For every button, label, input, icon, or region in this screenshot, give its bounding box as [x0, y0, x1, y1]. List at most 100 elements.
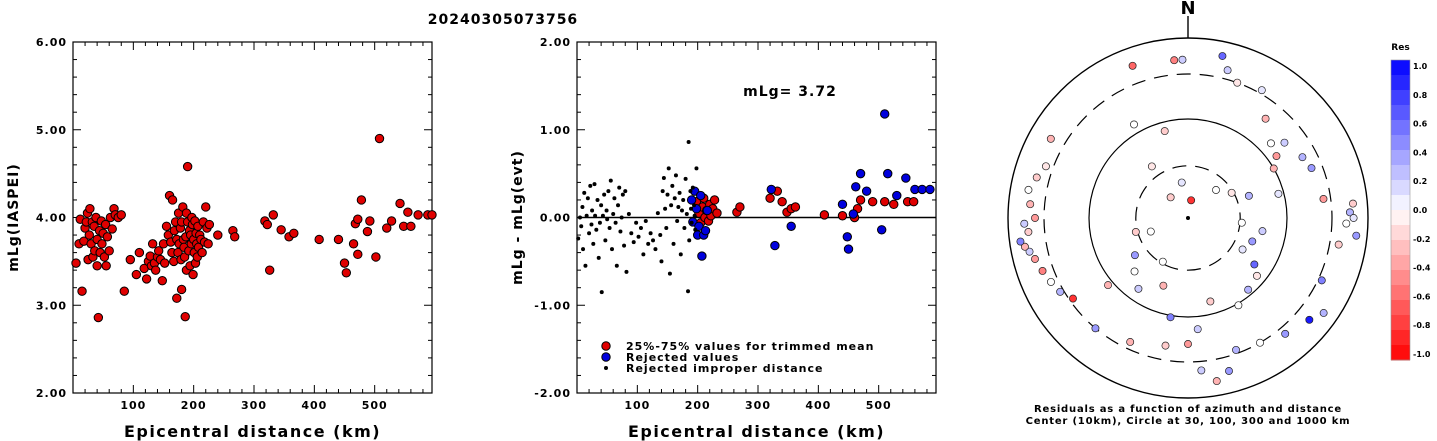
data-point: [582, 190, 587, 195]
data-point: [589, 222, 594, 227]
data-point: [925, 184, 935, 195]
data-point: [262, 219, 272, 230]
data-point: [683, 176, 688, 181]
data-point: [636, 234, 641, 239]
data-point: [880, 197, 890, 207]
residual-point: [1258, 227, 1267, 236]
x-tick-label: 100: [624, 399, 650, 412]
residual-point: [1225, 367, 1233, 375]
data-point: [700, 225, 711, 236]
x-axis-label: Epicentral distance (km): [124, 422, 381, 441]
data-point: [230, 232, 240, 242]
data-point: [842, 232, 853, 242]
residual-point: [1020, 219, 1029, 228]
x-tick-label: 300: [745, 399, 771, 412]
x-tick-label: 500: [866, 399, 892, 412]
residual-point: [1237, 218, 1246, 227]
data-point: [119, 286, 129, 296]
data-point: [848, 209, 859, 219]
data-point: [679, 208, 684, 213]
data-point: [182, 161, 193, 172]
data-point: [692, 213, 697, 218]
colorbar-segment: [1391, 105, 1410, 121]
residual-point: [1091, 324, 1100, 333]
data-point: [353, 214, 363, 224]
data-point: [651, 238, 656, 243]
data-point: [867, 197, 878, 207]
data-point: [709, 195, 720, 205]
data-point: [614, 263, 619, 268]
residual-point: [1232, 345, 1240, 354]
data-point: [595, 197, 600, 202]
residual-point: [1178, 55, 1187, 64]
colorbar-segment: [1391, 240, 1410, 256]
data-point: [622, 243, 627, 248]
x-tick-label: 300: [241, 399, 267, 412]
residual-point: [1272, 152, 1281, 161]
data-point: [596, 255, 601, 260]
data-point: [682, 226, 687, 231]
data-point: [695, 190, 706, 201]
data-point: [688, 189, 693, 194]
colorbar-title: Res: [1391, 43, 1409, 53]
data-point: [880, 109, 890, 119]
colorbar-segment: [1391, 300, 1410, 316]
residual-point: [1166, 313, 1175, 322]
data-point: [908, 197, 919, 207]
panel-mlg-iaspei: 2.00 3.00 4.00 5.00 6.00 100 200 300 400 500 Epice…: [6, 36, 437, 441]
data-point: [629, 231, 634, 236]
residual-point: [1234, 301, 1243, 310]
legend-label: Rejected improper distance: [626, 362, 823, 375]
data-point: [580, 204, 585, 209]
data-point: [592, 182, 597, 187]
data-point: [617, 185, 622, 190]
colorbar-tick-label: 0.2: [1413, 177, 1427, 186]
colorbar-tick-label: -0.8: [1413, 321, 1431, 330]
data-point: [702, 205, 713, 216]
y-tick-label: -1.00: [534, 299, 571, 312]
data-point: [600, 213, 605, 218]
data-point: [353, 249, 363, 260]
data-point: [613, 220, 618, 225]
data-point: [382, 223, 392, 233]
colorbar-segment: [1391, 330, 1410, 346]
data-point: [276, 225, 286, 235]
data-point: [197, 247, 207, 258]
data-point: [84, 230, 94, 240]
residual-point: [1177, 178, 1186, 187]
residual-point: [1158, 257, 1167, 266]
data-point: [646, 241, 651, 246]
y-tick-label: 0.00: [540, 212, 571, 225]
residual-point: [1056, 287, 1065, 296]
data-point: [594, 227, 599, 232]
data-point: [712, 208, 722, 218]
north-label: N: [1180, 0, 1195, 19]
data-point: [669, 203, 674, 208]
data-point: [180, 311, 190, 322]
data-point: [576, 236, 581, 241]
data-point: [101, 261, 111, 271]
data-point: [653, 247, 658, 252]
data-point: [634, 220, 639, 225]
residual-point: [1233, 78, 1242, 87]
data-point: [579, 224, 584, 229]
data-point: [672, 196, 677, 201]
data-point: [605, 217, 610, 222]
data-point: [612, 196, 617, 201]
data-point: [93, 312, 104, 323]
x-tick-label: 400: [805, 399, 831, 412]
data-point: [819, 210, 830, 220]
data-point: [99, 252, 110, 262]
residual-point: [1069, 294, 1077, 303]
data-point: [609, 247, 614, 252]
x-tick-label: 500: [362, 399, 388, 412]
data-point: [348, 239, 359, 249]
y-tick-label: 2.00: [540, 36, 571, 49]
data-point: [643, 219, 648, 224]
data-point: [686, 195, 697, 205]
residual-point: [1342, 219, 1351, 228]
colorbar-tick-label: -0.2: [1413, 235, 1431, 244]
data-point: [386, 216, 397, 226]
residual-point: [1280, 138, 1289, 147]
